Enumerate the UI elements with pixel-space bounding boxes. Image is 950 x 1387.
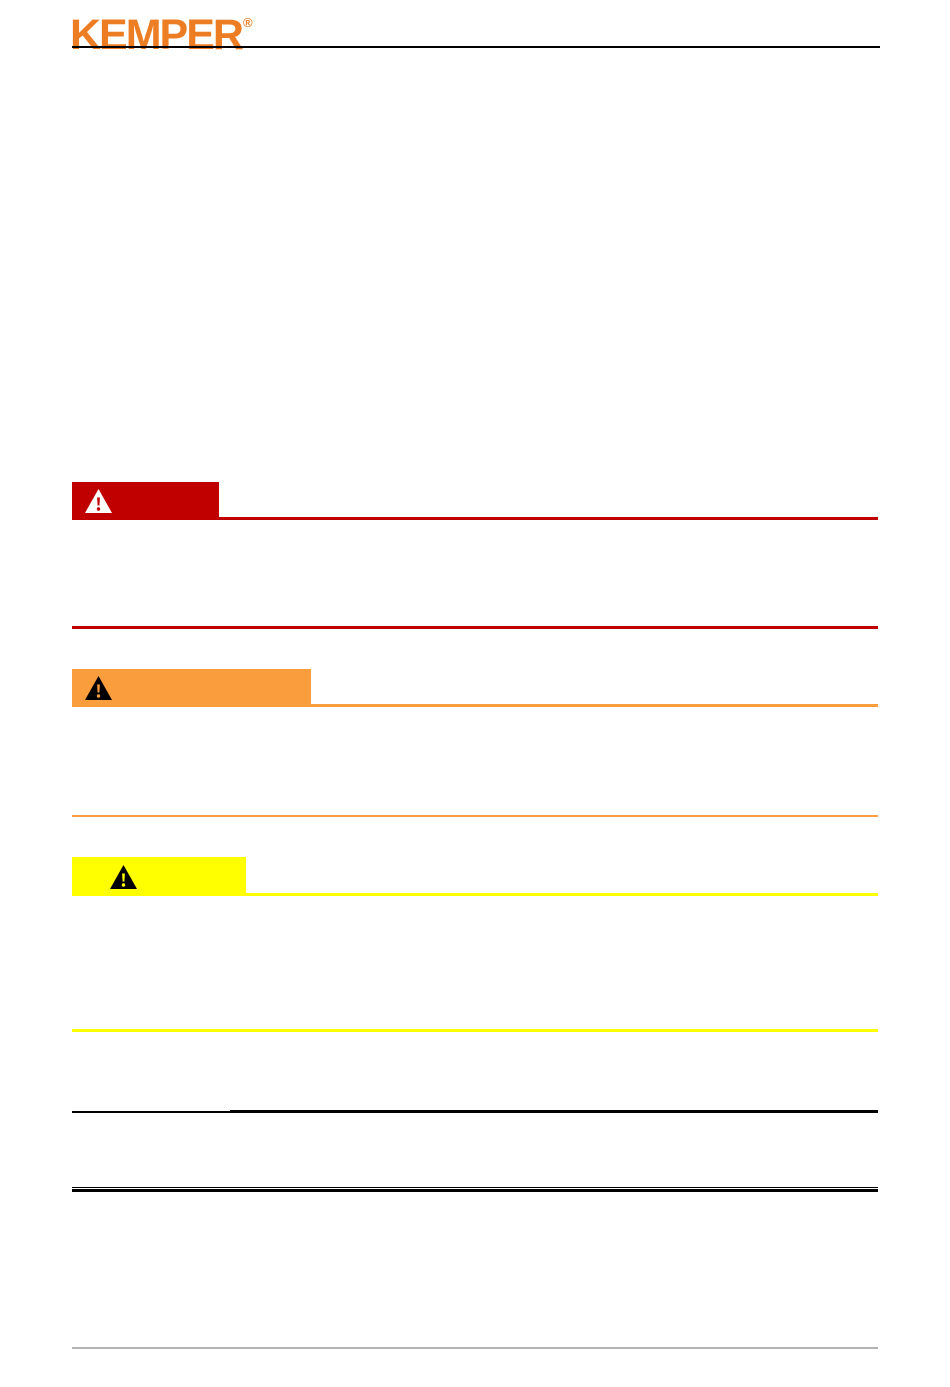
table-top-rule-right-segment — [230, 1110, 878, 1113]
logo-text: KEMPER — [70, 11, 244, 59]
kemper-logo: KEMPER® — [70, 3, 253, 57]
registered-mark: ® — [242, 15, 253, 30]
header-rule — [72, 46, 880, 48]
danger-closing-rule — [72, 626, 878, 629]
caution-closing-rule — [72, 1029, 878, 1032]
warning-closing-rule — [72, 815, 878, 817]
warning-title-rule — [72, 704, 878, 707]
warning-alert-bar — [72, 669, 311, 707]
table-bottom-rule-thick — [72, 1189, 878, 1192]
footer-rule — [72, 1347, 878, 1349]
caution-title-rule — [72, 893, 878, 896]
danger-alert-bar — [72, 482, 219, 520]
warning-triangle-icon — [110, 864, 137, 889]
warning-triangle-icon — [85, 676, 112, 700]
table-top-rule-left-segment — [72, 1111, 230, 1113]
danger-title-rule — [72, 517, 878, 520]
warning-triangle-icon — [85, 489, 112, 513]
table-bottom-rule-thin — [72, 1187, 878, 1188]
caution-alert-bar — [72, 857, 246, 896]
